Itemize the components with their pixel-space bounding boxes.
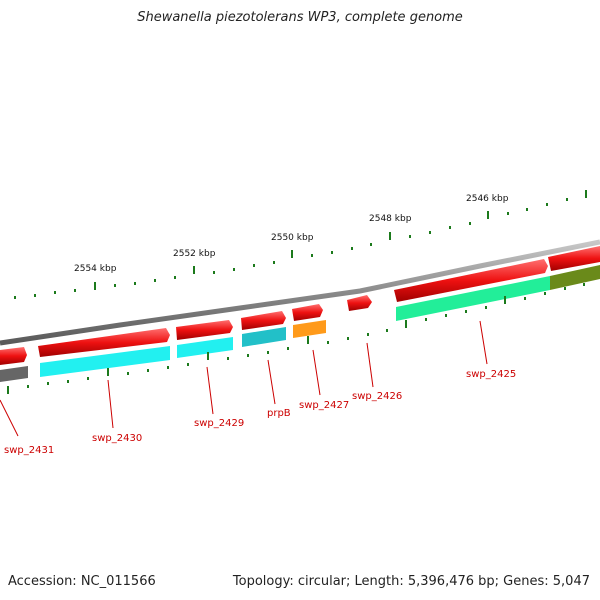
gene-label[interactable]: swp_2430 (92, 433, 142, 444)
category-block-swp-2427[interactable] (293, 320, 326, 338)
forward-genes (0, 246, 600, 365)
gene-label[interactable]: swp_2431 (4, 445, 54, 456)
gene-arrow-prpB[interactable] (241, 311, 286, 330)
topology-text: Topology: circular; Length: 5,396,476 bp… (232, 574, 590, 589)
category-block-swp-2430[interactable] (40, 346, 170, 377)
gene-arrow-swp-2431[interactable] (0, 347, 27, 365)
outer-ticks (14, 190, 587, 299)
gene-arrow-swp-2429[interactable] (176, 320, 233, 340)
gene-label[interactable]: swp_2425 (466, 369, 516, 380)
scale-label: 2552 kbp (173, 249, 216, 259)
gene-arrow-swp-2427[interactable] (292, 304, 323, 321)
gene-arrow-swp-2425[interactable] (394, 259, 548, 302)
category-track (0, 265, 600, 382)
gene-label[interactable]: swp_2426 (352, 391, 402, 402)
label-leaders (0, 320, 488, 437)
category-block-offscreen[interactable] (550, 265, 600, 290)
gene-label[interactable]: swp_2427 (299, 400, 349, 411)
category-block-prpB[interactable] (242, 327, 286, 347)
scale-label: 2546 kbp (466, 194, 509, 204)
map-title: Shewanella piezotolerans WP3, complete g… (137, 10, 463, 25)
gene-arrow-swp-2430[interactable] (38, 328, 170, 357)
category-block-swp-2431[interactable] (0, 366, 28, 382)
genome-backbone (0, 239, 600, 346)
category-block-swp-2425[interactable] (396, 276, 550, 321)
inner-ticks (7, 283, 585, 394)
gene-arrow-offscreen[interactable] (548, 246, 600, 271)
accession-text: Accession: NC_011566 (8, 574, 156, 589)
gene-label[interactable]: swp_2429 (194, 418, 244, 429)
category-block-swp-2429[interactable] (177, 337, 233, 358)
gene-arrow-swp-2426[interactable] (347, 295, 372, 311)
scale-label: 2550 kbp (271, 233, 314, 243)
gene-label[interactable]: prpB (267, 408, 291, 419)
scale-label: 2554 kbp (74, 264, 117, 274)
scale-label: 2548 kbp (369, 214, 412, 224)
